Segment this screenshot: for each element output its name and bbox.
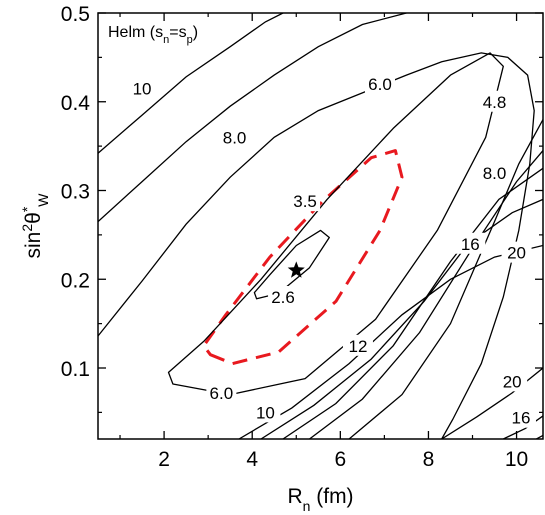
contour-level-label: 12 xyxy=(348,337,367,356)
level-label-bg xyxy=(455,232,486,254)
level-label-bg xyxy=(219,126,250,148)
x-tick-label: 4 xyxy=(246,448,258,471)
y-tick-label: 0.1 xyxy=(61,358,90,381)
contour-line-8-0-2 xyxy=(348,119,543,439)
model-annotation: Helm (sn=sp) xyxy=(108,24,198,46)
contour-level-label: 10 xyxy=(133,79,152,98)
contour-level-label: 3.5 xyxy=(293,192,317,211)
contour-level-label: 16 xyxy=(512,409,531,428)
contour-line-20-8 xyxy=(441,367,543,439)
x-axis-title: Rn (fm) xyxy=(287,485,353,514)
axis-ticks: 2 4 6 8 10 0.1 0.2 0.3 0.4 0.5 xyxy=(61,3,543,471)
level-label-bg xyxy=(497,370,528,392)
star-marker xyxy=(287,261,305,278)
y-tick-label: 0.5 xyxy=(61,3,90,26)
contour-level-label: 6.0 xyxy=(368,75,392,94)
x-tick-label: 8 xyxy=(423,448,435,471)
contour-line-10-3 xyxy=(98,13,284,154)
level-label-bg xyxy=(505,406,536,428)
best-fit-star-marker xyxy=(287,261,305,278)
x-tick-label: 10 xyxy=(505,448,528,471)
y-axis-title: sin2θ*W xyxy=(19,193,51,259)
level-label-bg xyxy=(501,241,532,263)
contour-level-label: 8.0 xyxy=(483,164,507,183)
contour-line-16-9 xyxy=(503,415,543,439)
contour-level-label: 8.0 xyxy=(223,128,247,147)
y-tick-label: 0.4 xyxy=(61,92,91,115)
contour-level-label: 4.8 xyxy=(483,93,507,112)
closed-contour-3-5-dashed xyxy=(202,149,404,366)
closed-contour-4-8 xyxy=(167,52,504,396)
contour-level-label: 10 xyxy=(256,403,275,422)
level-label-bg xyxy=(479,90,510,112)
level-label-bg xyxy=(290,190,321,212)
contour-level-labels: 10 8.0 6.0 4.8 8.0 3.5 2.6 16 20 12 6.0 10 20 16 xyxy=(127,73,536,428)
contour-lines xyxy=(98,13,543,439)
contour-line-6-0-0 xyxy=(98,52,535,439)
y-tick-label: 0.3 xyxy=(61,181,90,204)
closed-contour-2-6 xyxy=(253,229,330,300)
level-label-bg xyxy=(206,381,237,403)
x-tick-label: 6 xyxy=(334,448,346,471)
contour-level-label: 20 xyxy=(507,244,526,263)
level-label-bg xyxy=(364,73,395,94)
level-label-bg xyxy=(342,334,373,356)
y-tick-label: 0.2 xyxy=(61,269,90,292)
plot-frame xyxy=(97,12,544,440)
x-tick-label: 2 xyxy=(158,448,170,471)
level-label-bg xyxy=(250,401,281,423)
contour-line-20-7 xyxy=(238,244,543,439)
contour-level-label: 2.6 xyxy=(271,288,295,307)
contour-line-8-0-1 xyxy=(98,13,407,223)
contour-level-label: 6.0 xyxy=(210,384,234,403)
contour-line-16-6 xyxy=(260,198,543,439)
contour-level-label: 20 xyxy=(503,372,522,391)
level-label-bg xyxy=(479,161,510,183)
contour-level-label: 16 xyxy=(461,235,480,254)
level-label-bg xyxy=(127,77,158,99)
level-label-bg xyxy=(268,286,299,307)
contour-line-10-4 xyxy=(309,150,543,439)
